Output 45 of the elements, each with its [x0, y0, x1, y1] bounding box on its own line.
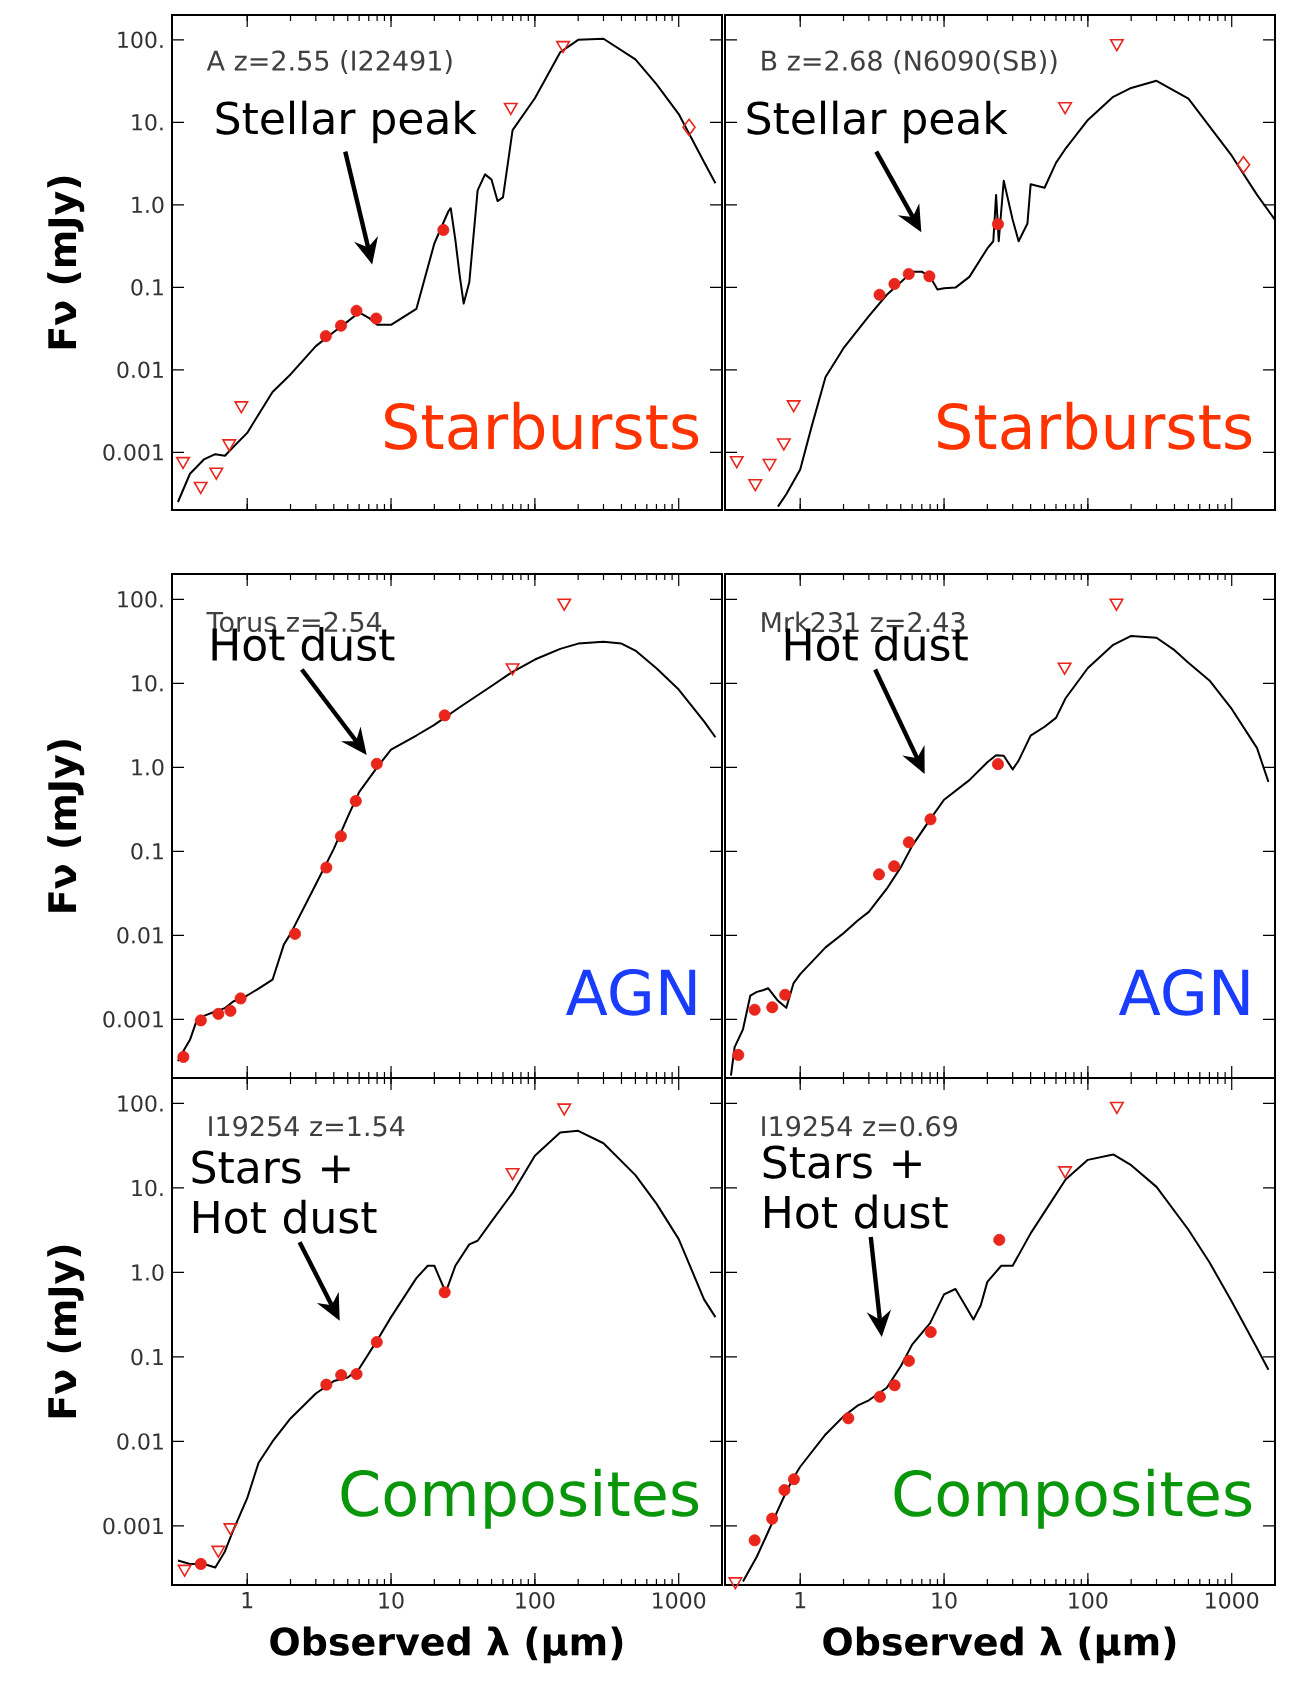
annotation: Stellar peak — [747, 100, 1008, 144]
y-tick-label: 0.01 — [117, 1433, 163, 1450]
y-tick-label: 10. — [132, 1179, 163, 1197]
annotation: A z=2.55 (I22491) — [206, 50, 452, 75]
x-tick-label: 1000 — [653, 1592, 706, 1609]
x-axis-title: Observed λ (μm) — [270, 1626, 623, 1664]
x-tick-label: 1 — [795, 1592, 806, 1609]
x-axis-title: Observed λ (μm) — [823, 1626, 1176, 1664]
y-tick-label: 0.01 — [117, 361, 163, 379]
y-tick-label: 100. — [118, 31, 163, 49]
y-tick-label: 0.1 — [131, 279, 163, 296]
x-tick-label: 10 — [932, 1592, 957, 1609]
annotation: Composites — [894, 1468, 1252, 1529]
y-axis-title: Fν (mJy) — [47, 740, 85, 912]
annotation: Composites — [341, 1468, 699, 1529]
x-tick-label: 1000 — [1206, 1592, 1259, 1609]
annotation: AGN — [565, 968, 696, 1016]
x-tick-label: 10 — [379, 1592, 404, 1609]
y-tick-label: 10. — [132, 114, 163, 131]
y-tick-label: 1.0 — [132, 196, 164, 214]
x-tick-label: 100 — [1069, 1592, 1108, 1609]
annotation: Starbursts — [938, 401, 1252, 450]
y-tick-label: 100. — [118, 590, 163, 608]
y-tick-label: 10. — [132, 674, 163, 692]
y-tick-label: 0.01 — [117, 927, 163, 944]
x-tick-label: 100 — [516, 1592, 555, 1609]
annotation: Stellar peak — [216, 100, 477, 144]
y-tick-label: 0.1 — [131, 843, 163, 860]
annotation: I19254 z=1.54 — [209, 1115, 405, 1137]
y-axis-title: Fν (mJy) — [47, 1245, 85, 1418]
annotation: I19254 z=0.69 — [762, 1115, 957, 1137]
annotation: Stars + Hot dust — [192, 1150, 377, 1234]
y-tick-label: 0.001 — [103, 444, 163, 461]
annotation: AGN — [1118, 968, 1249, 1016]
y-tick-label: 0.1 — [131, 1348, 163, 1366]
annotation: Stars + Hot dust — [763, 1145, 948, 1229]
y-tick-label: 0.001 — [103, 1011, 163, 1028]
y-tick-label: 1.0 — [132, 1264, 164, 1281]
x-tick-label: 1 — [242, 1592, 253, 1609]
y-axis-title: Fν (mJy) — [47, 176, 85, 349]
annotation: B z=2.68 (N6090(SB)) — [762, 50, 1057, 75]
y-tick-label: 0.001 — [103, 1517, 163, 1535]
annotation: Starbursts — [385, 401, 699, 450]
y-tick-label: 1.0 — [132, 758, 164, 776]
y-tick-label: 100. — [118, 1095, 163, 1112]
